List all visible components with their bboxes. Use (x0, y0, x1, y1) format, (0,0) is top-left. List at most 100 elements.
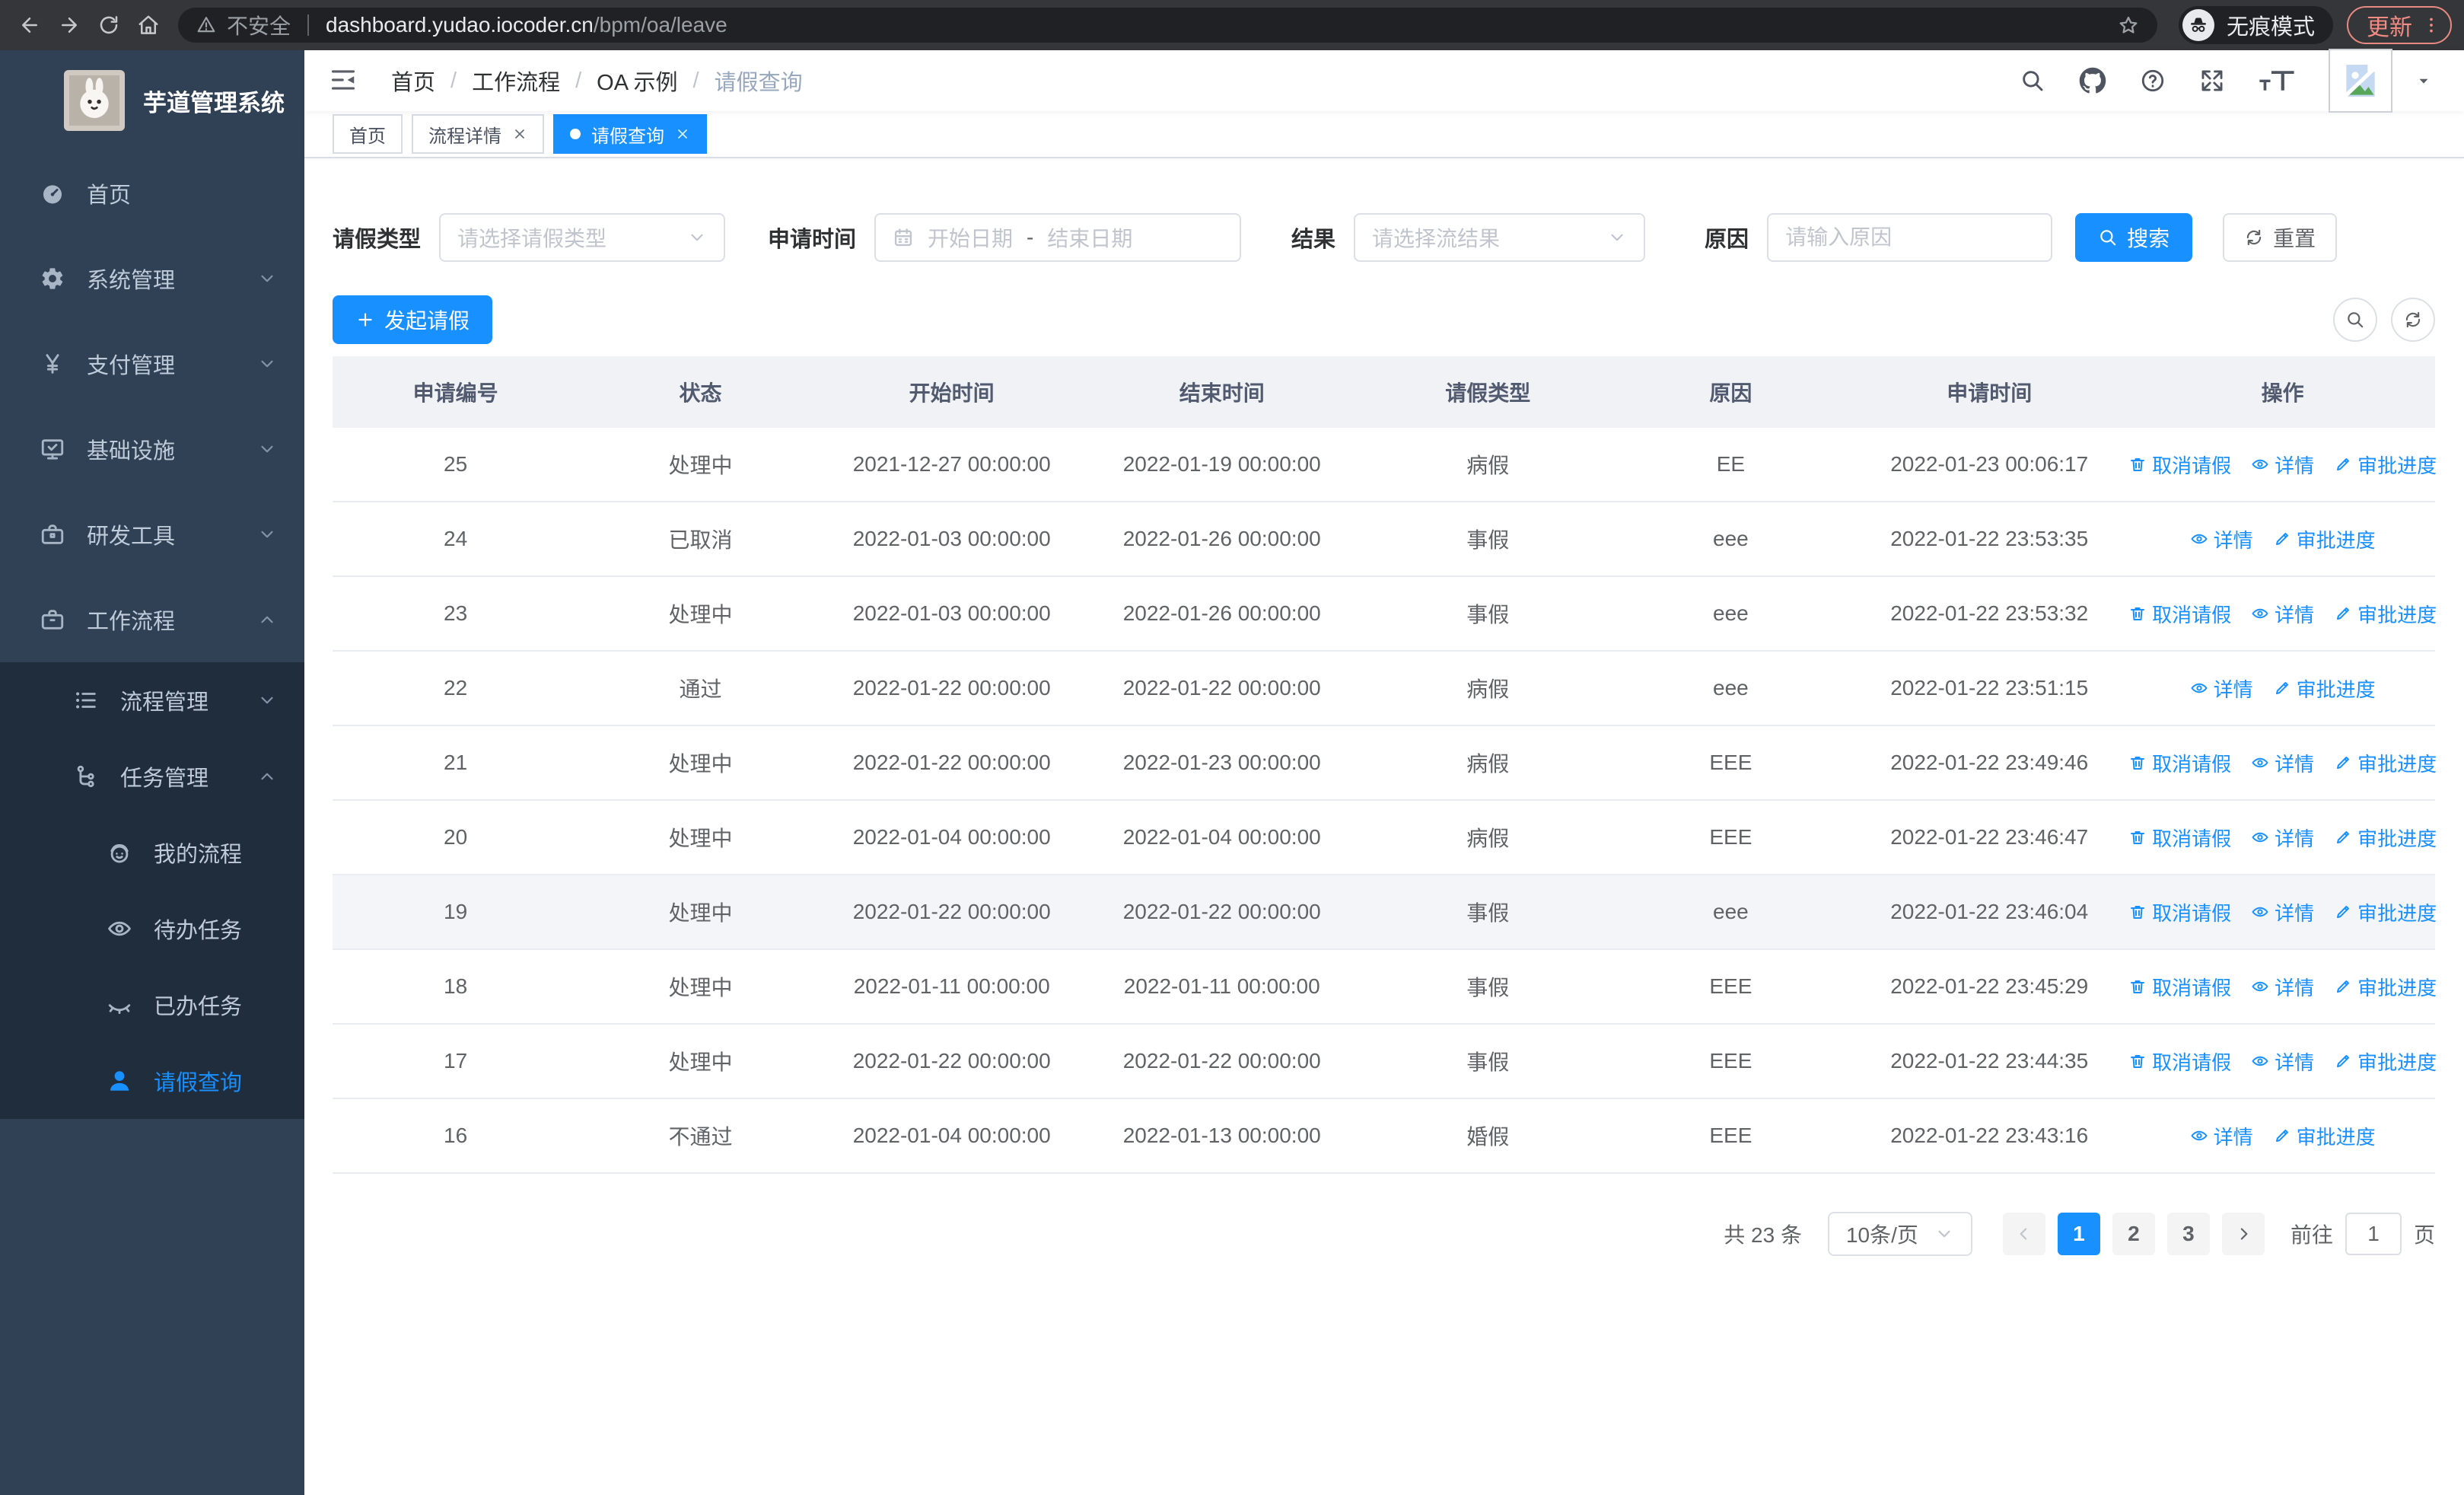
avatar[interactable] (2329, 49, 2392, 113)
cancel-link[interactable]: 取消请假 (2128, 749, 2231, 777)
progress-link[interactable]: 审批进度 (2334, 1047, 2437, 1076)
user-menu-caret-icon[interactable] (2415, 72, 2432, 89)
cancel-link[interactable]: 取消请假 (2128, 898, 2231, 926)
tab-首页[interactable]: 首页 (333, 114, 403, 154)
cancel-link[interactable]: 取消请假 (2128, 973, 2231, 1001)
page-content: 请假类型 请选择请假类型 申请时间 开始日期 - 结束日期 结果 请选择流结果 (304, 158, 2464, 1495)
tab-流程详情[interactable]: 流程详情 (412, 114, 544, 154)
detail-link[interactable]: 详情 (2190, 525, 2253, 553)
leave-type-select[interactable]: 请选择请假类型 (439, 213, 726, 262)
progress-link[interactable]: 审批进度 (2334, 898, 2437, 926)
progress-link[interactable]: 审批进度 (2334, 824, 2437, 852)
progress-link[interactable]: 审批进度 (2273, 525, 2376, 553)
progress-link[interactable]: 审批进度 (2273, 1122, 2376, 1150)
refresh-table-button[interactable] (2391, 298, 2435, 342)
detail-link[interactable]: 详情 (2251, 600, 2314, 628)
cancel-link[interactable]: 取消请假 (2128, 451, 2231, 479)
progress-link[interactable]: 审批进度 (2334, 600, 2437, 628)
github-icon[interactable] (2079, 67, 2106, 94)
cancel-link[interactable]: 取消请假 (2128, 600, 2231, 628)
result-select[interactable]: 请选择流结果 (1354, 213, 1646, 262)
filter-form: 请假类型 请选择请假类型 申请时间 开始日期 - 结束日期 结果 请选择流结果 (333, 213, 2435, 262)
cancel-link[interactable]: 取消请假 (2128, 824, 2231, 852)
tags-bar: 首页 流程详情 请假查询 (304, 111, 2464, 158)
sidebar-item-task-mgmt[interactable]: 任务管理 (0, 738, 304, 814)
pagination: 共 23 条 10条/页 123 前往 页 (333, 1212, 2435, 1256)
update-button[interactable]: 更新 (2347, 6, 2452, 44)
sidebar-item-payment[interactable]: 支付管理 (0, 321, 304, 406)
detail-link[interactable]: 详情 (2251, 1047, 2314, 1076)
leave-table: 申请编号 状态 开始时间 结束时间 请假类型 原因 申请时间 操作 25 处理中 2021-12-… (333, 356, 2437, 1174)
chevron-down-icon (1607, 228, 1627, 247)
create-leave-button[interactable]: 发起请假 (333, 295, 493, 344)
page-2-button[interactable]: 2 (2112, 1213, 2155, 1255)
cell-start: 2022-01-03 00:00:00 (852, 601, 1051, 625)
reset-button[interactable]: 重置 (2223, 213, 2338, 262)
reason-input[interactable] (1772, 225, 2049, 250)
cell-applied: 2022-01-22 23:45:29 (1890, 974, 2089, 998)
browser-menu-icon[interactable] (2421, 15, 2441, 35)
font-size-icon[interactable] (2259, 68, 2295, 94)
sidebar-item-devtools[interactable]: 研发工具 (0, 492, 304, 577)
next-page-button[interactable] (2221, 1213, 2265, 1255)
detail-link[interactable]: 详情 (2251, 824, 2314, 852)
action-label: 详情 (2213, 528, 2253, 552)
help-icon[interactable] (2140, 68, 2166, 94)
apply-time-range-picker[interactable]: 开始日期 - 结束日期 (874, 213, 1242, 262)
toggle-search-button[interactable] (2333, 298, 2377, 342)
page-size-select[interactable]: 10条/页 (1827, 1212, 1972, 1256)
tab-close-icon[interactable] (675, 126, 690, 142)
detail-link[interactable]: 详情 (2251, 973, 2314, 1001)
action-label: 审批进度 (2357, 976, 2437, 999)
tab-close-icon[interactable] (512, 126, 527, 142)
sidebar-item-todo-tasks[interactable]: 待办任务 (0, 891, 304, 967)
detail-link[interactable]: 详情 (2251, 451, 2314, 479)
sidebar-item-leave-query[interactable]: 请假查询 (0, 1043, 304, 1119)
progress-link[interactable]: 审批进度 (2334, 451, 2437, 479)
detail-link[interactable]: 详情 (2190, 674, 2253, 703)
cell-start: 2022-01-22 00:00:00 (852, 751, 1051, 774)
sidebar-item-done-tasks[interactable]: 已办任务 (0, 967, 304, 1043)
url-bar[interactable]: 不安全 dashboard.yudao.iocoder.cn/bpm/oa/le… (178, 8, 2157, 43)
sidebar-collapse-icon[interactable] (329, 65, 359, 96)
sidebar-item-label: 流程管理 (120, 690, 209, 715)
tab-请假查询[interactable]: 请假查询 (553, 114, 707, 154)
sidebar-item-system[interactable]: 系统管理 (0, 236, 304, 321)
sidebar-item-workflow[interactable]: 工作流程 (0, 577, 304, 662)
reload-icon[interactable] (91, 8, 126, 43)
breadcrumb-item[interactable]: OA 示例 (597, 71, 678, 95)
action-label: 详情 (2275, 454, 2315, 477)
breadcrumb-item[interactable]: 首页 (391, 71, 436, 95)
page-3-button[interactable]: 3 (2166, 1213, 2210, 1255)
sidebar-item-process-mgmt[interactable]: 流程管理 (0, 662, 304, 738)
trash-icon (2128, 754, 2147, 772)
cell-applied: 2022-01-22 23:53:32 (1890, 601, 2089, 625)
progress-link[interactable]: 审批进度 (2334, 973, 2437, 1001)
fullscreen-icon[interactable] (2199, 68, 2225, 94)
home-icon[interactable] (131, 8, 166, 43)
cell-end: 2022-01-26 00:00:00 (1122, 601, 1321, 625)
forward-icon[interactable] (52, 8, 87, 43)
search-button[interactable]: 搜索 (2075, 213, 2193, 262)
page-1-button[interactable]: 1 (2057, 1213, 2100, 1255)
progress-link[interactable]: 审批进度 (2334, 749, 2437, 777)
sidebar-item-home[interactable]: 首页 (0, 151, 304, 236)
goto-page-input[interactable] (2345, 1213, 2402, 1255)
bookmark-star-icon[interactable] (2118, 14, 2139, 36)
search-icon[interactable] (2020, 68, 2045, 94)
breadcrumb-item[interactable]: 工作流程 (472, 71, 561, 95)
detail-link[interactable]: 详情 (2251, 898, 2314, 926)
sidebar-item-label: 待办任务 (154, 919, 243, 943)
sidebar-item-infrastructure[interactable]: 基础设施 (0, 406, 304, 492)
back-icon[interactable] (12, 8, 47, 43)
prev-page-button[interactable] (2002, 1213, 2045, 1255)
cancel-link[interactable]: 取消请假 (2128, 1047, 2231, 1076)
breadcrumb: 首页 / 工作流程 / OA 示例 / 请假查询 (391, 65, 803, 97)
column-header: 申请编号 (412, 381, 498, 405)
view-icon (2190, 1127, 2208, 1145)
progress-link[interactable]: 审批进度 (2273, 674, 2376, 703)
detail-link[interactable]: 详情 (2190, 1122, 2253, 1150)
sidebar-item-my-process[interactable]: 我的流程 (0, 814, 304, 891)
pen-icon (2334, 754, 2352, 772)
detail-link[interactable]: 详情 (2251, 749, 2314, 777)
